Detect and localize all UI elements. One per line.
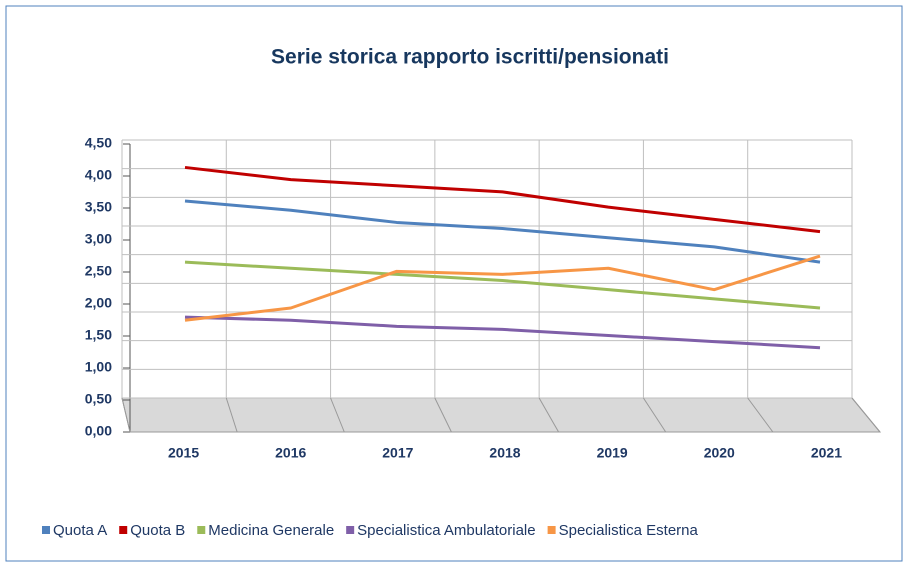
x-tick-label: 2015	[168, 445, 199, 461]
chart-title: Serie storica rapporto iscritti/pensiona…	[271, 46, 669, 69]
series-line	[184, 254, 821, 322]
floor-divider	[434, 397, 452, 433]
y-tick-label: 1,50	[85, 327, 112, 343]
x-tick-label: 2020	[704, 445, 735, 461]
floor-divider	[330, 397, 345, 433]
series-line	[184, 260, 821, 310]
legend-label: Quota B	[130, 522, 185, 539]
x-tick-label: 2021	[811, 445, 842, 461]
series-line	[184, 315, 821, 350]
y-tick-label: 3,50	[85, 199, 112, 215]
x-tick-label: 2016	[275, 445, 306, 461]
floor-divider	[121, 397, 131, 433]
series-line	[184, 165, 821, 234]
floor-divider	[851, 397, 881, 433]
legend-label: Specialistica Esterna	[559, 522, 699, 539]
legend-swatch	[42, 526, 50, 534]
y-tick-label: 1,00	[85, 359, 112, 375]
floor-divider	[747, 397, 774, 433]
legend-swatch	[346, 526, 355, 534]
x-tick-label: 2019	[597, 445, 628, 461]
legend-swatch	[119, 526, 128, 534]
y-tick-label: 2,00	[85, 295, 112, 311]
y-tick-label: 0,00	[85, 423, 112, 439]
series-line	[184, 199, 821, 264]
x-tick-label: 2018	[489, 445, 520, 461]
x-tick-label: 2017	[382, 445, 413, 461]
legend-label: Specialistica Ambulatoriale	[357, 522, 535, 539]
floor-divider	[538, 397, 560, 433]
y-tick-label: 2,50	[85, 263, 112, 279]
y-tick-label: 3,00	[85, 231, 112, 247]
legend-swatch	[547, 526, 556, 534]
legend-swatch	[197, 526, 206, 534]
floor-divider	[643, 397, 667, 433]
legend-label: Quota A	[53, 522, 107, 539]
floor-divider	[225, 397, 238, 433]
y-tick-label: 4,00	[85, 167, 112, 183]
y-tick-label: 0,50	[85, 391, 112, 407]
y-tick-label: 4,50	[85, 135, 112, 151]
legend-label: Medicina Generale	[208, 522, 334, 539]
